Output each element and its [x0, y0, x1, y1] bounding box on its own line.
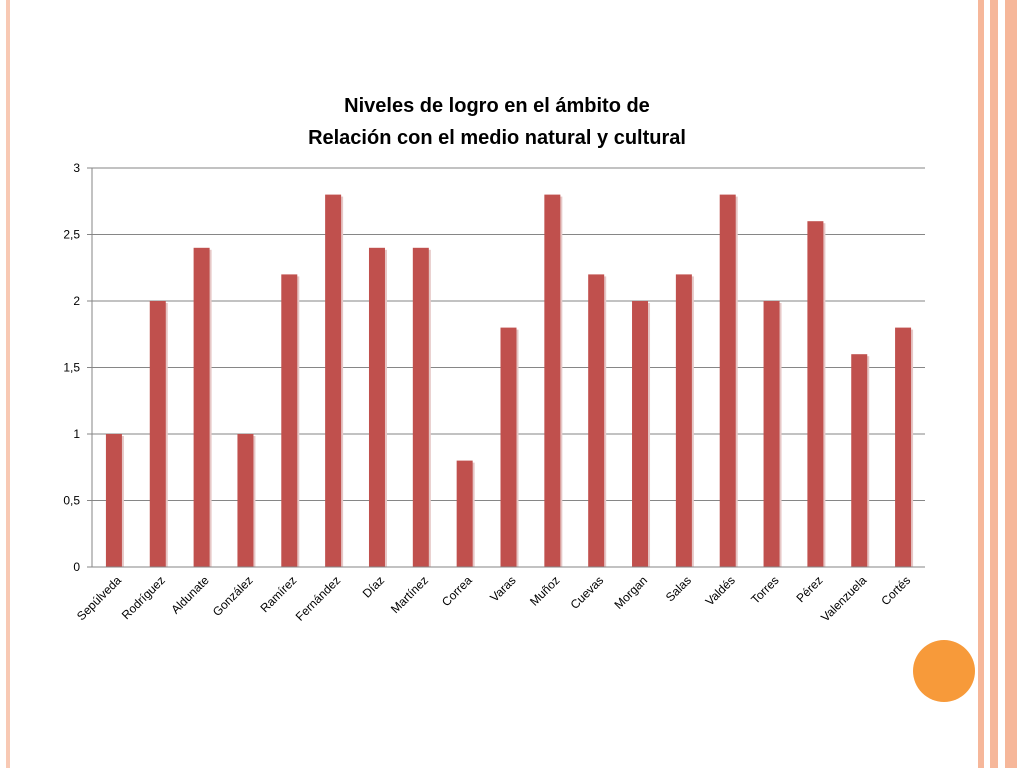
y-tick-label: 3 — [73, 161, 80, 175]
x-category-label: Rodríguez — [119, 573, 168, 622]
y-tick-label: 1 — [73, 427, 80, 441]
x-category-label: Morgan — [611, 573, 650, 612]
x-category-label: Ramírez — [257, 573, 299, 615]
x-category-label: Aldunate — [168, 573, 212, 617]
y-axis-tick-labels: 0 0,5 1 1,5 2 2,5 3 — [63, 161, 80, 574]
x-category-label: Cortés — [878, 573, 913, 608]
bar-correa — [456, 460, 473, 567]
bars — [105, 194, 914, 568]
chart-title: Niveles de logro en el ámbito de Relación… — [308, 95, 686, 149]
decorative-orange-circle — [913, 640, 975, 702]
y-tick-label: 1,5 — [63, 361, 80, 375]
bar-aldunate — [193, 247, 210, 568]
bar-torres — [763, 301, 780, 567]
bar-martínez — [412, 247, 429, 568]
x-category-label: Varas — [487, 573, 518, 604]
x-category-label: Valenzuela — [818, 573, 869, 624]
chart-title-line-2: Relación con el medio natural y cultural — [308, 127, 686, 149]
bar-sepúlveda — [105, 434, 122, 567]
bar-salas — [675, 274, 692, 567]
bar-morgan — [632, 301, 649, 567]
right-decorative-stripe-2 — [990, 0, 998, 768]
chart-title-line-1: Niveles de logro en el ámbito de — [344, 95, 650, 117]
x-category-label: Martínez — [388, 573, 431, 616]
x-category-label: Sepúlveda — [74, 573, 124, 623]
x-category-label: Muñoz — [527, 573, 562, 608]
x-category-label: Pérez — [793, 573, 825, 605]
y-tick-label: 2 — [73, 294, 80, 308]
y-tick-label: 0,5 — [63, 494, 80, 508]
bar-valenzuela — [851, 354, 868, 567]
y-tick-label: 2,5 — [63, 228, 80, 242]
x-category-label: Díaz — [360, 573, 387, 600]
bar-rodríguez — [149, 301, 166, 567]
x-category-label: Correa — [439, 573, 475, 609]
axes — [91, 168, 925, 568]
bar-valdés — [719, 194, 736, 567]
x-category-label: Salas — [663, 573, 694, 604]
bar-gonzález — [237, 434, 254, 567]
bar-varas — [500, 327, 517, 567]
bar-ramírez — [281, 274, 298, 567]
x-category-label: Valdés — [703, 573, 738, 608]
bar-chart: Niveles de logro en el ámbito de Relación… — [63, 95, 925, 624]
x-category-label: González — [210, 573, 256, 619]
bar-díaz — [368, 247, 385, 568]
bar-cuevas — [588, 274, 605, 567]
right-decorative-stripe-3 — [1005, 0, 1017, 768]
right-decorative-stripe-1 — [978, 0, 984, 768]
x-category-label: Torres — [748, 573, 781, 606]
left-decorative-stripe — [6, 0, 10, 768]
bar-pérez — [807, 221, 824, 567]
x-category-label: Fernández — [293, 573, 343, 623]
y-tick-label: 0 — [73, 560, 80, 574]
x-category-label: Cuevas — [568, 573, 607, 612]
bar-fernández — [325, 194, 342, 567]
bar-cortés — [895, 327, 912, 567]
bar-muñoz — [544, 194, 561, 567]
